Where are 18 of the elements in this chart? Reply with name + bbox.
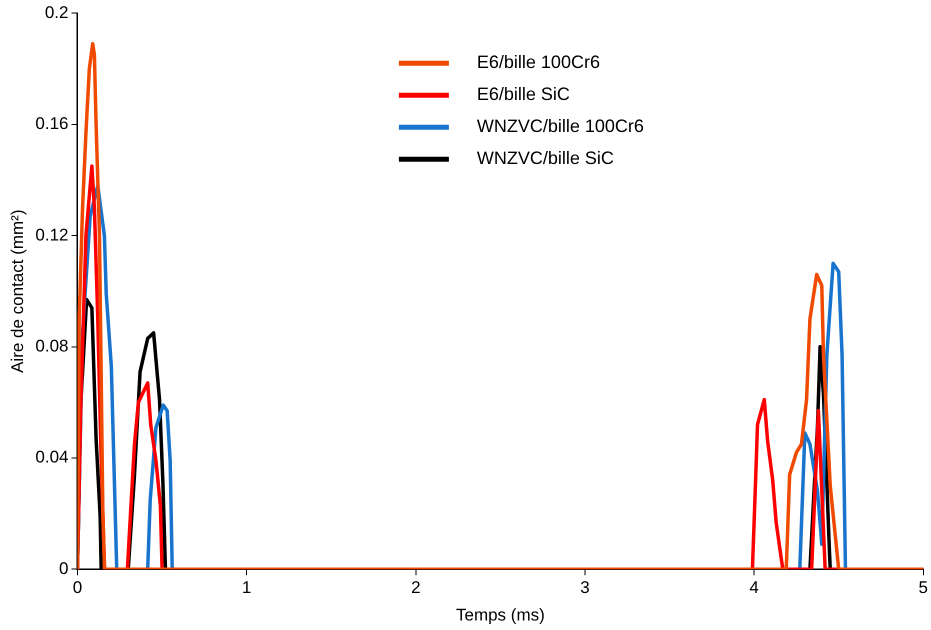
y-tick-label: 0.04 [35,448,68,467]
x-tick-label: 0 [72,578,82,598]
x-tick-label: 5 [918,578,928,598]
y-axis-title: Aire de contact (mm²) [8,209,27,373]
y-tick-label: 0 [59,558,68,578]
x-tick-label: 1 [242,578,252,598]
y-tick-label: 0.12 [35,225,68,244]
legend-label: E6/bille 100Cr6 [476,52,600,72]
legend-label: WNZVC/bille SiC [476,148,614,168]
y-tick-label: 0.08 [35,336,68,356]
legend-label: WNZVC/bille 100Cr6 [476,116,644,136]
x-tick-label: 2 [411,578,421,598]
x-axis-title: Temps (ms) [456,605,545,624]
x-tick-label: 3 [580,578,590,598]
y-tick-label: 0.16 [35,114,68,134]
legend-label: E6/bille SiC [476,84,570,104]
x-tick-label: 4 [749,578,759,598]
y-tick-label: 0.2 [44,2,68,22]
